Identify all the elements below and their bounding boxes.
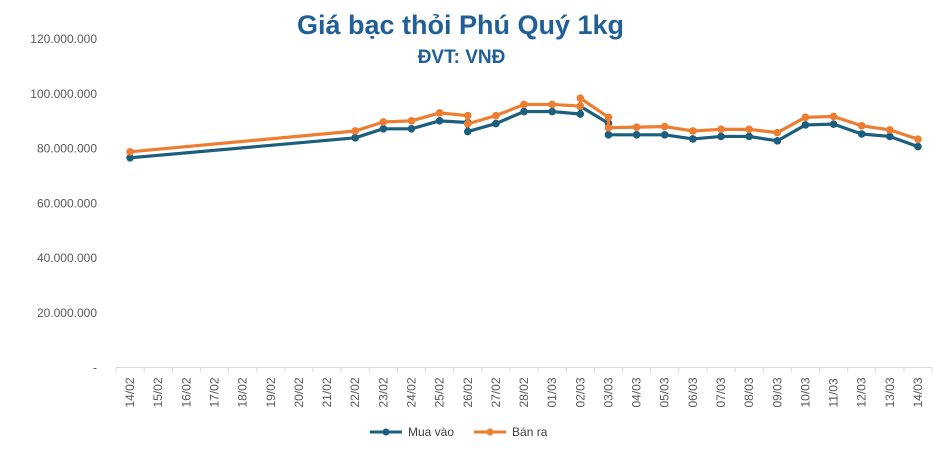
data-point-ban-ra [660, 122, 669, 131]
data-point-ban-ra [914, 135, 922, 143]
data-point-mua-vao [407, 124, 416, 133]
data-point-ban-ra [604, 123, 613, 132]
data-point-mua-vao [660, 131, 669, 139]
data-point-ban-ra [773, 128, 782, 137]
x-tick-label: 02/03 [573, 377, 587, 407]
x-tick-label: 20/02 [292, 377, 306, 407]
x-tick-label: 27/02 [489, 377, 503, 407]
x-tick-label: 19/02 [264, 377, 278, 407]
y-tick-label: 100.000.000 [30, 87, 97, 101]
data-point-ban-ra [407, 117, 416, 125]
data-point-mua-vao [773, 137, 782, 145]
x-tick-label: 01/03 [545, 377, 559, 407]
data-point-ban-ra [520, 100, 528, 109]
data-point-ban-ra [492, 111, 500, 120]
data-point-ban-ra [463, 111, 472, 120]
data-point-mua-vao [548, 107, 556, 116]
x-tick-label: 07/03 [714, 377, 728, 407]
x-tick-label: 26/02 [461, 377, 475, 407]
x-tick-label: 18/02 [236, 377, 250, 407]
x-tick-label: 15/02 [151, 377, 165, 407]
legend: Mua vào Bán ra [368, 425, 547, 439]
x-tick-label: 06/03 [686, 377, 700, 407]
data-point-mua-vao [520, 107, 528, 116]
data-point-mua-vao [801, 121, 810, 129]
y-tick-label: 40.000.000 [37, 251, 97, 265]
chart-subtitle: ĐVT: VNĐ [417, 47, 506, 68]
data-point-mua-vao [576, 110, 585, 118]
data-point-ban-ra [632, 123, 641, 131]
x-tick-label: 09/03 [770, 377, 784, 407]
data-point-mua-vao [857, 130, 866, 138]
x-tick-label: 13/03 [883, 377, 897, 407]
data-point-mua-vao [379, 124, 388, 133]
data-point-ban-ra [857, 121, 866, 130]
y-tick-label: 20.000.000 [37, 306, 97, 320]
x-tick-label: 21/02 [320, 377, 334, 407]
data-point-ban-ra [548, 100, 556, 109]
data-point-ban-ra [689, 127, 697, 135]
x-tick-label: 14/03 [911, 377, 925, 407]
data-point-mua-vao [632, 131, 641, 139]
chart-title: Giá bạc thỏi Phú Quý 1kg [296, 10, 625, 40]
data-point-mua-vao [914, 142, 922, 151]
x-tick-label: 08/03 [742, 377, 756, 407]
x-tick-label: 17/02 [207, 377, 221, 407]
legend-label-mua-vao: Mua vào [408, 425, 455, 439]
x-tick-label: 04/03 [630, 377, 644, 407]
data-point-mua-vao [435, 117, 444, 125]
x-tick-label: 05/03 [658, 377, 672, 407]
data-point-ban-ra [829, 112, 838, 121]
data-point-ban-ra [463, 120, 472, 128]
legend-item-ban-ra[interactable]: Bán ra [472, 425, 547, 439]
x-tick-label: 12/03 [855, 377, 869, 407]
data-point-ban-ra [745, 125, 753, 134]
data-point-mua-vao [492, 119, 500, 128]
data-point-mua-vao [604, 131, 613, 139]
data-point-mua-vao [351, 134, 359, 142]
y-tick-label: - [93, 361, 97, 375]
x-tick-label: 14/02 [123, 377, 137, 407]
data-point-mua-vao [829, 120, 838, 128]
data-point-ban-ra [717, 125, 725, 134]
data-point-ban-ra [379, 118, 388, 126]
y-tick-label: 60.000.000 [37, 196, 97, 210]
data-point-ban-ra [576, 102, 585, 110]
x-tick-label: 03/03 [601, 377, 615, 407]
y-tick-label: 120.000.000 [30, 32, 97, 46]
data-point-ban-ra [576, 94, 585, 102]
x-tick-label: 28/02 [517, 377, 531, 407]
data-point-ban-ra [351, 127, 359, 135]
x-tick-label: 22/02 [348, 377, 362, 407]
legend-marker-mua-vao [370, 428, 402, 436]
data-point-ban-ra [435, 109, 444, 117]
data-point-mua-vao [886, 132, 894, 141]
x-tick-label: 23/02 [376, 377, 390, 407]
x-tick-label: 11/03 [827, 378, 841, 407]
data-point-mua-vao [689, 135, 697, 143]
x-tick-label: 16/02 [179, 377, 193, 407]
data-point-ban-ra [604, 113, 613, 122]
y-tick-label: 80.000.000 [37, 142, 97, 156]
legend-label-ban-ra: Bán ra [512, 425, 548, 439]
legend-item-mua-vao[interactable]: Mua vào [368, 425, 454, 439]
data-point-mua-vao [126, 154, 134, 162]
data-point-mua-vao [745, 132, 753, 141]
x-tick-label: 10/03 [798, 377, 812, 407]
data-point-mua-vao [463, 127, 472, 136]
data-point-ban-ra [126, 147, 134, 156]
data-point-ban-ra [801, 113, 810, 122]
legend-marker-ban-ra [474, 428, 507, 436]
data-point-mua-vao [717, 132, 725, 141]
x-tick-label: 24/02 [404, 377, 418, 407]
data-point-ban-ra [886, 126, 894, 134]
x-tick-label: 25/02 [433, 377, 447, 407]
